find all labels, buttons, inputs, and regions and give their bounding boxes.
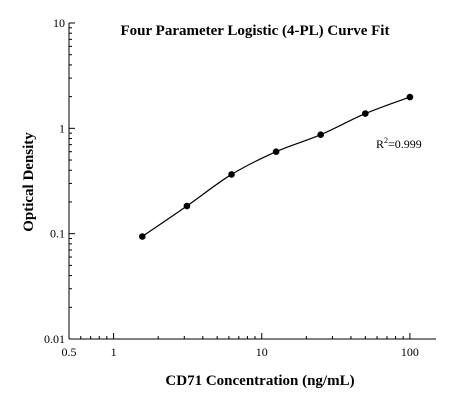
- y-axis-label: Optical Density: [21, 132, 37, 232]
- y-tick-label: 1: [59, 121, 65, 135]
- y-tick-label: 10: [53, 16, 65, 30]
- x-axis-ticks: 0.5 1 10 100: [62, 333, 419, 359]
- y-tick-label: 0.01: [44, 332, 65, 346]
- data-point: [406, 93, 414, 101]
- x-tick-label: 100: [401, 345, 419, 359]
- chart-title: Four Parameter Logistic (4-PL) Curve Fit: [121, 23, 390, 39]
- fit-curve-line: [141, 96, 411, 237]
- r-squared-base: R: [376, 137, 384, 151]
- x-tick-label: 0.5: [62, 345, 77, 359]
- x-axis-label: CD71 Concentration (ng/mL): [165, 373, 354, 389]
- y-axis-ticks: 0.01 0.1 1 10: [44, 16, 75, 346]
- r-squared-annotation: R2=0.999: [376, 136, 422, 151]
- x-tick-label: 10: [256, 345, 268, 359]
- r-squared-value: =0.999: [388, 137, 422, 151]
- y-tick-label: 0.1: [50, 227, 65, 241]
- data-point: [228, 171, 235, 178]
- data-point: [139, 233, 146, 240]
- data-point: [362, 110, 369, 117]
- data-point: [272, 148, 280, 156]
- data-point: [183, 202, 191, 210]
- x-tick-label: 1: [111, 345, 117, 359]
- r-squared-exponent: 2: [384, 136, 388, 145]
- data-point: [317, 131, 325, 139]
- plot-area: 0.01 0.1 1 10 0.5 1 10 100: [44, 16, 436, 359]
- data-points: [139, 93, 414, 240]
